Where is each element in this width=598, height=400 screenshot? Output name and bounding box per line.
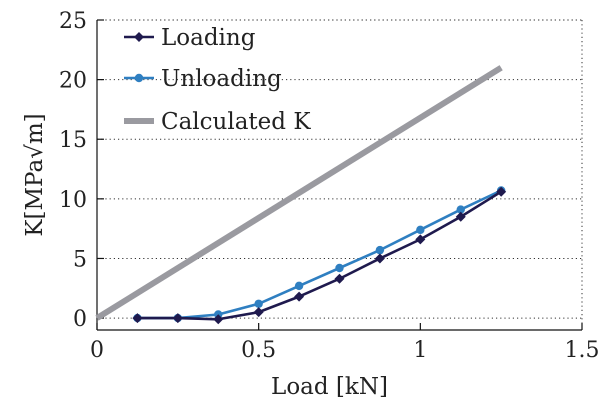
legend-marker (134, 73, 144, 83)
y-tick-label: 5 (73, 247, 87, 272)
data-point (294, 291, 305, 302)
series-line (137, 189, 502, 320)
y-tick-label: 25 (59, 9, 87, 34)
data-point (132, 313, 143, 324)
data-point (335, 263, 344, 273)
axes (96, 19, 583, 331)
x-tick-label: 0.5 (241, 338, 276, 363)
legend-item-calculated-k: Calculated K (124, 109, 311, 135)
data-point (375, 245, 385, 255)
y-axis-title: K[MPa√m] (22, 113, 48, 236)
legend-marker (134, 32, 144, 42)
axis-titles: Load [kN] K[MPa√m] (22, 113, 388, 400)
series-layer (95, 65, 507, 325)
series-unloading (133, 186, 506, 323)
data-point (415, 234, 426, 245)
data-point (455, 211, 466, 222)
y-tick-label: 20 (59, 69, 87, 94)
data-point (334, 273, 345, 284)
series-line (95, 65, 503, 321)
y-tick-label: 10 (59, 188, 87, 213)
x-tick-label: 0 (90, 338, 104, 363)
data-point (294, 281, 304, 291)
x-tick-label: 1.5 (565, 338, 598, 363)
legend-label: Calculated K (161, 109, 311, 135)
data-point (253, 307, 264, 318)
data-point (213, 314, 224, 325)
series-loading (132, 186, 507, 325)
x-tick-label: 1 (413, 338, 427, 363)
data-point (374, 253, 385, 264)
ticks: 0 5 10 15 20 25 0 0.5 1 1.5 (59, 9, 598, 363)
series-calculated-k (95, 65, 503, 321)
data-point (254, 299, 263, 308)
x-axis-title: Load [kN] (271, 374, 388, 400)
legend-item-loading: Loading (124, 25, 256, 51)
y-tick-label: 15 (59, 128, 87, 153)
legend: Loading Unloading Calculated K (124, 25, 311, 135)
legend-label: Unloading (161, 66, 282, 92)
data-point (456, 205, 465, 214)
data-point (172, 313, 183, 324)
data-point (496, 186, 507, 197)
legend-label: Loading (161, 25, 256, 51)
y-tick-label: 0 (73, 307, 87, 332)
series-line (137, 190, 502, 321)
legend-item-unloading: Unloading (124, 66, 282, 92)
data-point (416, 225, 425, 235)
